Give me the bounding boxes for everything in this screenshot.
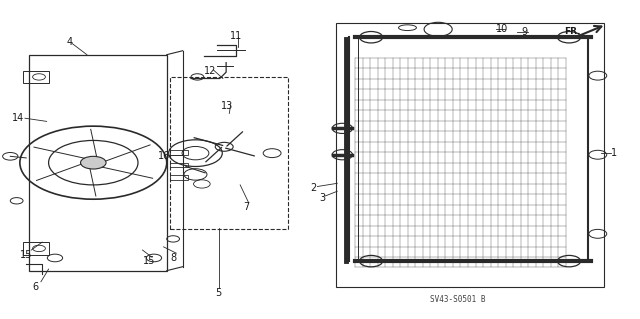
Text: 9: 9	[522, 27, 527, 37]
Bar	[23, 242, 49, 255]
Text: FR.: FR.	[564, 26, 580, 36]
Text: 15: 15	[20, 250, 33, 260]
Bar	[23, 70, 49, 83]
Bar	[170, 163, 188, 167]
Text: 12: 12	[204, 66, 216, 76]
Circle shape	[81, 156, 106, 169]
Text: 15: 15	[143, 256, 155, 266]
Text: 16: 16	[158, 151, 170, 161]
Bar	[170, 175, 188, 180]
Text: 5: 5	[214, 288, 221, 298]
Text: 8: 8	[170, 253, 176, 263]
Text: SV43-S0501 B: SV43-S0501 B	[429, 295, 485, 304]
Text: 14: 14	[12, 113, 25, 123]
Text: 13: 13	[221, 100, 234, 110]
Text: 10: 10	[496, 24, 508, 34]
Bar	[336, 23, 604, 286]
Text: 7: 7	[243, 202, 250, 212]
Bar	[170, 77, 288, 229]
Text: 11: 11	[230, 31, 242, 41]
Text: 4: 4	[67, 37, 73, 47]
Text: 2: 2	[310, 183, 317, 193]
Text: 3: 3	[319, 193, 325, 203]
Text: 1: 1	[611, 148, 617, 158]
Text: 6: 6	[33, 282, 39, 292]
Bar	[170, 150, 188, 155]
